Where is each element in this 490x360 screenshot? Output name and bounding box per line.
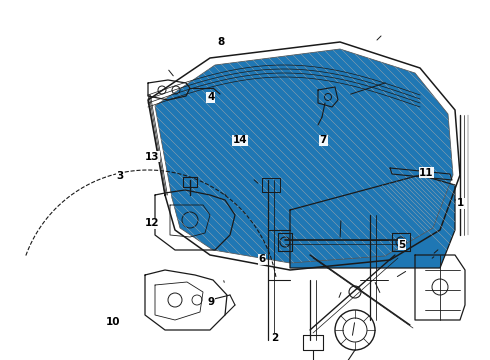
Text: 4: 4 — [207, 92, 215, 102]
Text: 6: 6 — [259, 254, 266, 264]
Text: 2: 2 — [271, 333, 278, 343]
Text: 8: 8 — [217, 37, 224, 48]
Text: 14: 14 — [233, 135, 247, 145]
Polygon shape — [390, 168, 452, 180]
Text: 10: 10 — [105, 317, 120, 327]
Text: 7: 7 — [319, 135, 327, 145]
Text: 11: 11 — [419, 168, 434, 178]
Text: 5: 5 — [398, 240, 405, 250]
Text: 9: 9 — [207, 297, 214, 307]
Text: 12: 12 — [145, 218, 159, 228]
Polygon shape — [155, 49, 453, 263]
Text: 3: 3 — [117, 171, 123, 181]
Text: 1: 1 — [457, 198, 464, 208]
Text: 13: 13 — [145, 152, 159, 162]
Polygon shape — [290, 175, 455, 268]
